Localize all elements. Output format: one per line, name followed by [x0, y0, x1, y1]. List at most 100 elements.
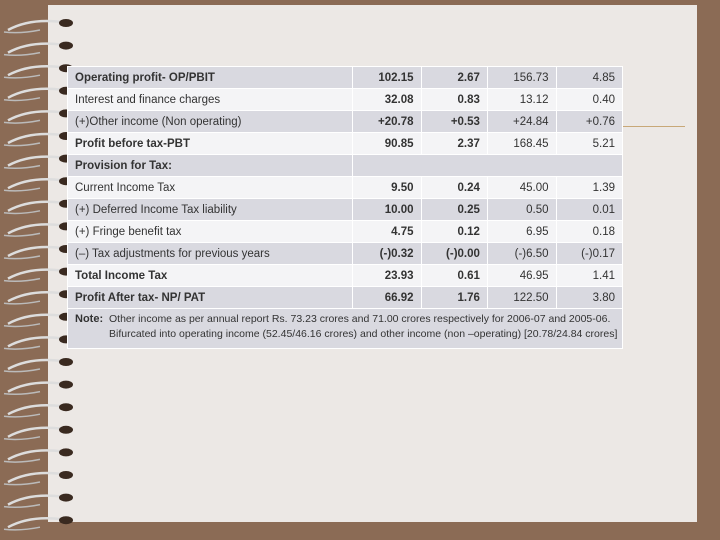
ring-back [3, 29, 41, 34]
value-cell: 0.01 [555, 198, 624, 221]
ring [7, 177, 63, 190]
ring-back [3, 119, 41, 124]
ring [7, 494, 63, 506]
value-cell: +0.53 [420, 110, 488, 133]
ring-back [3, 481, 41, 486]
note-line: Other income as per annual report Rs. 73… [109, 313, 611, 325]
value-cell: (-)0.32 [351, 242, 422, 265]
ring [7, 290, 63, 303]
ring [7, 200, 63, 212]
value-cell: 32.08 [351, 88, 422, 111]
value-cell: 0.61 [420, 264, 488, 287]
value-cell: 9.50 [351, 176, 422, 199]
ring-hole [59, 425, 73, 434]
ring [7, 64, 63, 77]
ring-back [3, 413, 41, 418]
ring-back [3, 142, 41, 147]
value-cell: 0.18 [555, 220, 624, 243]
table-row: (+)Other income (Non operating) +20.78 +0.… [67, 110, 624, 133]
ring-back [3, 187, 41, 192]
label-cell: (–) Tax adjustments for previous years [67, 242, 353, 265]
label-cell: (+)Other income (Non operating) [67, 110, 353, 133]
table-row: Provision for Tax: [67, 154, 624, 177]
ring [7, 87, 63, 99]
value-cell: 1.76 [420, 286, 488, 309]
label-cell: Total Income Tax [67, 264, 353, 287]
ring [7, 268, 63, 280]
value-cell: 0.24 [420, 176, 488, 199]
ring-back [3, 97, 41, 102]
empty-cell [351, 154, 624, 177]
ring-back [3, 74, 41, 79]
table-row: Interest and finance charges 32.08 0.83 13.… [67, 88, 624, 111]
ring-back [3, 345, 41, 350]
ring-back [3, 390, 41, 396]
value-cell: 0.12 [420, 220, 488, 243]
value-cell: 1.41 [555, 264, 624, 287]
value-cell: (-)0.00 [420, 242, 488, 265]
ring [7, 426, 63, 438]
ring [7, 449, 63, 461]
value-cell: 0.40 [555, 88, 624, 111]
ring-back [3, 503, 41, 509]
ring [7, 471, 63, 484]
table-row: Profit before tax-PBT 90.85 2.37 168.45 5.21 [67, 132, 624, 155]
table-row: Profit After tax- NP/ PAT 66.92 1.76 122.50… [67, 286, 624, 309]
note-text: Other income as per annual report Rs. 73… [109, 312, 617, 342]
ring [7, 336, 63, 348]
ring-hole [59, 380, 73, 389]
ring-hole [59, 471, 73, 479]
value-cell: 4.75 [351, 220, 422, 243]
ring-hole [59, 19, 73, 27]
value-cell: 0.83 [420, 88, 488, 111]
label-cell: Provision for Tax: [67, 154, 353, 177]
value-cell: 5.21 [555, 132, 624, 155]
label-cell: (+) Fringe benefit tax [67, 220, 353, 243]
note-row: Note: Other income as per annual report R… [67, 308, 623, 349]
value-cell: 122.50 [486, 286, 557, 309]
ring-hole [59, 403, 73, 412]
table-row: Current Income Tax 9.50 0.24 45.00 1.39 [67, 176, 624, 199]
note-label: Note: [75, 313, 104, 325]
ring [7, 155, 63, 167]
value-cell: 13.12 [486, 88, 557, 111]
value-cell: 168.45 [486, 132, 557, 155]
ring [7, 19, 63, 32]
value-cell: 90.85 [351, 132, 422, 155]
ring-back [3, 300, 41, 305]
table-row: (+) Deferred Income Tax liability 10.00 0.… [67, 198, 624, 221]
ring [7, 110, 63, 122]
label-cell: Interest and finance charges [67, 88, 353, 111]
table-row: Operating profit- OP/PBIT 102.15 2.67 156.7… [67, 66, 624, 89]
ring-hole [59, 493, 73, 502]
ring [7, 42, 63, 54]
value-cell: 46.95 [486, 264, 557, 287]
rule-line [623, 126, 685, 127]
label-cell: (+) Deferred Income Tax liability [67, 198, 353, 221]
value-cell: (-)0.17 [555, 242, 624, 265]
label-cell: Profit After tax- NP/ PAT [67, 286, 353, 309]
ring [7, 516, 63, 529]
value-cell: 0.50 [486, 198, 557, 221]
value-cell: 102.15 [351, 66, 422, 89]
value-cell: +20.78 [351, 110, 422, 133]
value-cell: 2.67 [420, 66, 488, 89]
label-cell: Operating profit- OP/PBIT [67, 66, 353, 89]
ring [7, 358, 63, 371]
value-cell: +0.76 [555, 110, 624, 133]
ring [7, 223, 63, 235]
label-cell: Profit before tax-PBT [67, 132, 353, 155]
value-cell: 3.80 [555, 286, 624, 309]
value-cell: 2.37 [420, 132, 488, 155]
ring-back [3, 164, 41, 170]
ring-hole [59, 448, 73, 457]
value-cell: 156.73 [486, 66, 557, 89]
value-cell: +24.84 [486, 110, 557, 133]
value-cell: 10.00 [351, 198, 422, 221]
ring [7, 245, 63, 258]
table-row: (–) Tax adjustments for previous years (-… [67, 242, 624, 265]
value-cell: 66.92 [351, 286, 422, 309]
value-cell: 6.95 [486, 220, 557, 243]
value-cell: 4.85 [555, 66, 624, 89]
